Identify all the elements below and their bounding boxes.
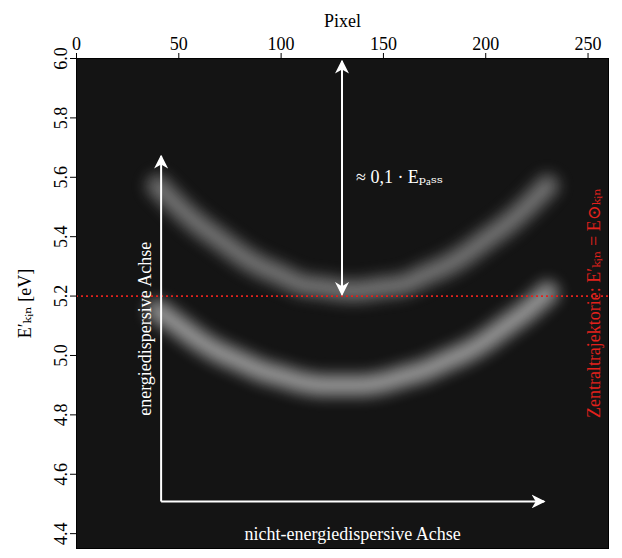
svg-text:4.4: 4.4 [51, 522, 71, 545]
svg-text:5.6: 5.6 [51, 166, 71, 189]
svg-text:5.2: 5.2 [51, 285, 71, 308]
svg-text:energiedispersive Achse: energiedispersive Achse [135, 242, 155, 416]
svg-text:5.4: 5.4 [51, 225, 71, 248]
svg-text:150: 150 [370, 34, 397, 54]
svg-text:0: 0 [72, 34, 81, 54]
svg-text:50: 50 [170, 34, 188, 54]
svg-text:100: 100 [268, 34, 295, 54]
svg-text:6.0: 6.0 [51, 47, 71, 70]
svg-text:250: 250 [575, 34, 602, 54]
svg-text:4.6: 4.6 [51, 463, 71, 486]
svg-text:Zentraltrajektorie: E′ₖᵢₙ = E⊙: Zentraltrajektorie: E′ₖᵢₙ = E⊙ₖᵢₙ [584, 188, 604, 418]
svg-text:E′ₖᵢₙ [eV]: E′ₖᵢₙ [eV] [15, 269, 35, 339]
svg-text:≈ 0,1 · Eₚₐₛₛ: ≈ 0,1 · Eₚₐₛₛ [356, 167, 443, 187]
svg-text:Pixel: Pixel [324, 11, 361, 31]
svg-text:5.0: 5.0 [51, 344, 71, 367]
svg-text:4.8: 4.8 [51, 404, 71, 427]
svg-text:nicht-energiedispersive Achse: nicht-energiedispersive Achse [245, 524, 461, 544]
svg-text:5.8: 5.8 [51, 107, 71, 130]
svg-text:200: 200 [472, 34, 499, 54]
